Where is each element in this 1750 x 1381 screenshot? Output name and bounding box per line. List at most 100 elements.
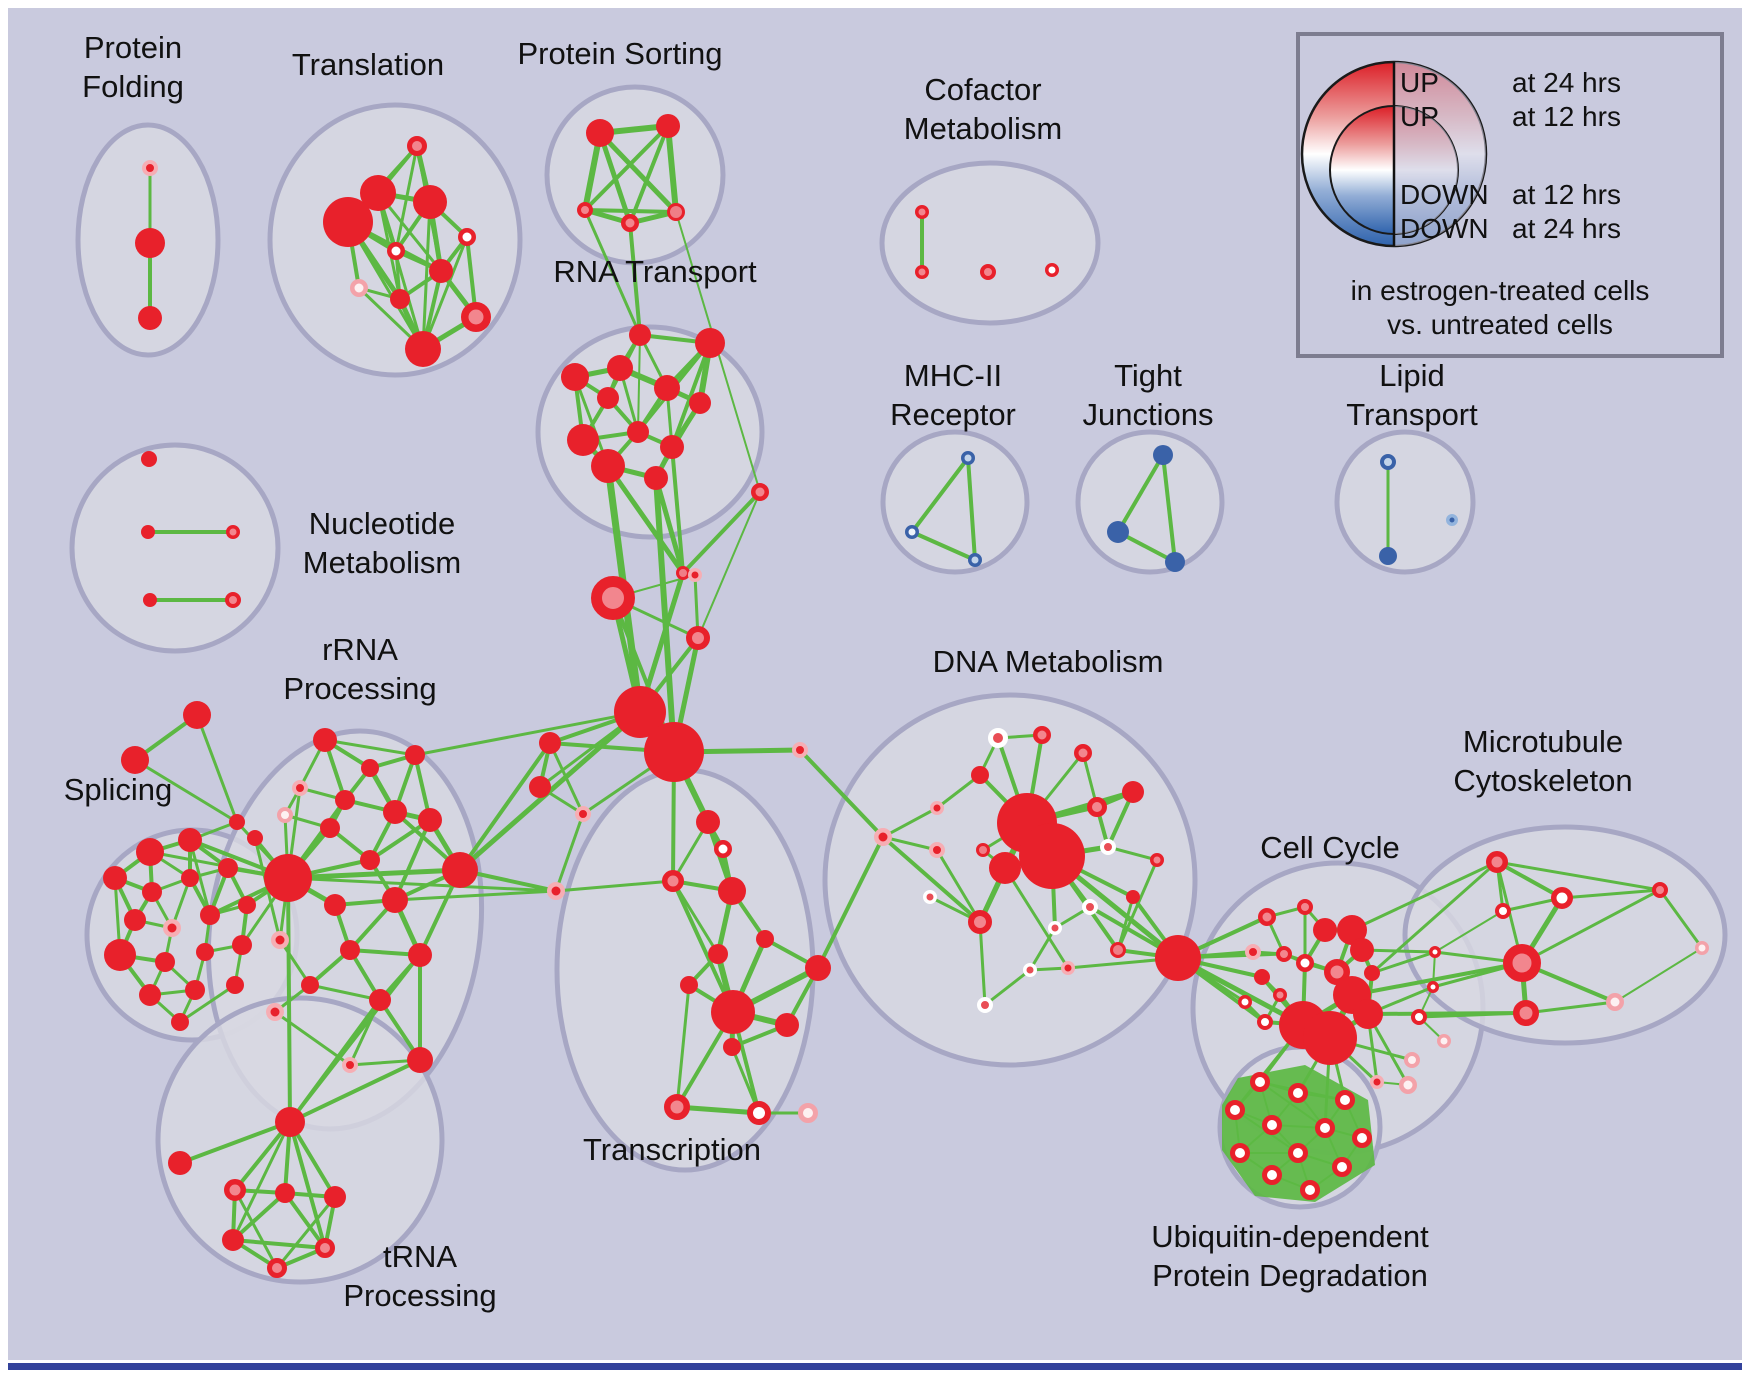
coexpression-edge bbox=[1003, 866, 1070, 970]
gene-node bbox=[664, 1094, 690, 1120]
gene-node bbox=[1404, 1052, 1420, 1068]
coexpression-edge bbox=[376, 191, 425, 351]
coexpression-edge bbox=[935, 773, 982, 810]
cluster-cofactor-metabolism-label: Metabolism bbox=[904, 111, 1063, 146]
gene-node bbox=[196, 943, 214, 961]
gene-node bbox=[369, 989, 391, 1011]
gene-node bbox=[408, 943, 432, 967]
coexpression-edge bbox=[275, 1195, 337, 1270]
coexpression-edge bbox=[231, 1191, 287, 1242]
gene-node bbox=[591, 576, 635, 620]
gene-node bbox=[413, 185, 447, 219]
coexpression-edge bbox=[178, 983, 237, 1024]
gene-node bbox=[1303, 1011, 1357, 1065]
gene-node bbox=[1337, 915, 1367, 945]
coexpression-edge bbox=[458, 741, 552, 872]
gene-node bbox=[980, 264, 996, 280]
coexpression-edge bbox=[554, 879, 675, 893]
coexpression-edge bbox=[421, 235, 469, 351]
legend-time-label: at 12 hrs bbox=[1512, 179, 1621, 210]
gene-node bbox=[627, 421, 649, 443]
coexpression-edge bbox=[966, 456, 977, 562]
coexpression-edge bbox=[1370, 950, 1437, 975]
gene-node bbox=[1225, 1100, 1245, 1120]
cluster-rrna-processing-label: rRNA bbox=[322, 632, 398, 667]
cluster-transcription-label: Transcription bbox=[583, 1132, 761, 1167]
cluster-nucleotide-metabolism-region bbox=[69, 442, 281, 654]
gene-node bbox=[350, 279, 368, 297]
gene-node bbox=[968, 553, 982, 567]
gene-node bbox=[696, 810, 720, 834]
coexpression-edge bbox=[910, 530, 977, 562]
gene-node bbox=[1606, 993, 1624, 1011]
coexpression-edge bbox=[1495, 860, 1564, 900]
coexpression-edge bbox=[605, 463, 686, 576]
gene-node bbox=[383, 800, 407, 824]
legend-time-label: at 24 hrs bbox=[1512, 67, 1621, 98]
cluster-protein-folding-label: Folding bbox=[82, 69, 184, 104]
gene-node bbox=[614, 686, 666, 738]
gene-node bbox=[143, 593, 157, 607]
gene-node bbox=[340, 940, 360, 960]
cluster-microtubule-cytoskeleton-region bbox=[1402, 824, 1728, 1046]
coexpression-edge bbox=[421, 200, 432, 351]
gene-node bbox=[1350, 938, 1374, 962]
gene-node bbox=[458, 228, 476, 246]
gene-node bbox=[222, 1229, 244, 1251]
gene-node bbox=[141, 451, 157, 467]
gene-node bbox=[1262, 1115, 1282, 1135]
gene-node bbox=[225, 592, 241, 608]
gene-node bbox=[688, 568, 702, 582]
coexpression-edge bbox=[637, 334, 641, 433]
gene-node bbox=[1313, 918, 1337, 942]
gene-node bbox=[1335, 1090, 1355, 1110]
cluster-cofactor-metabolism-label: Cofactor bbox=[924, 72, 1041, 107]
gene-node bbox=[1100, 839, 1116, 855]
gene-node bbox=[1652, 882, 1668, 898]
gene-node bbox=[905, 525, 919, 539]
gene-node bbox=[1288, 1143, 1308, 1163]
gene-node bbox=[277, 807, 293, 823]
gene-node bbox=[656, 114, 680, 138]
legend-caption: in estrogen-treated cells bbox=[1351, 275, 1650, 306]
coexpression-edge bbox=[1560, 888, 1662, 900]
gene-node bbox=[171, 1013, 189, 1031]
gene-node bbox=[313, 728, 337, 752]
gene-node bbox=[324, 1186, 346, 1208]
gene-node bbox=[185, 980, 205, 1000]
coexpression-edge bbox=[670, 445, 685, 575]
gene-nodes bbox=[103, 114, 1709, 1278]
gene-node bbox=[968, 910, 992, 934]
cluster-labels: Protein Folding Translation Protein Sorting… bbox=[64, 30, 1633, 1313]
coexpression-edge bbox=[1434, 910, 1504, 953]
gene-node bbox=[1332, 1157, 1352, 1177]
gene-node bbox=[644, 466, 668, 490]
coexpression-edge bbox=[798, 748, 885, 839]
legend-direction-label: UP bbox=[1400, 67, 1439, 98]
gene-node bbox=[155, 952, 175, 972]
gene-node bbox=[529, 776, 551, 798]
gene-node bbox=[1155, 935, 1201, 981]
coexpression-edge bbox=[1350, 860, 1499, 932]
gene-node bbox=[267, 1258, 287, 1278]
coexpression-edge bbox=[1116, 453, 1165, 534]
coexpression-edge bbox=[1028, 926, 1057, 972]
gene-node bbox=[320, 818, 340, 838]
gene-node bbox=[275, 1183, 295, 1203]
gene-node bbox=[1551, 887, 1573, 909]
gene-node bbox=[1427, 981, 1439, 993]
legend-donut-fade bbox=[1394, 106, 1458, 234]
gene-node bbox=[1324, 959, 1350, 985]
gene-node bbox=[976, 843, 990, 857]
gene-node bbox=[247, 830, 263, 846]
gene-node bbox=[1411, 1009, 1427, 1025]
gene-node bbox=[1288, 1083, 1308, 1103]
gene-node bbox=[676, 566, 690, 580]
gene-node bbox=[1230, 1143, 1250, 1163]
coexpression-edge bbox=[195, 713, 239, 824]
gene-node bbox=[607, 355, 633, 381]
coexpression-edge bbox=[285, 867, 463, 881]
gene-node bbox=[224, 1179, 246, 1201]
coexpression-edge bbox=[910, 456, 970, 534]
gene-node bbox=[567, 424, 599, 456]
